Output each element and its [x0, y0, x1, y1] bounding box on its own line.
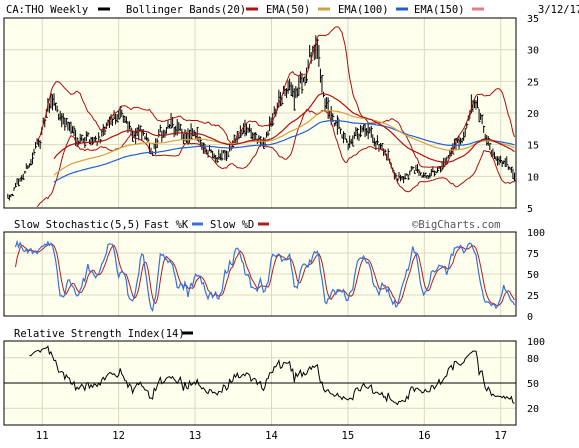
- stochastic-fast-label: Fast %K: [144, 219, 189, 231]
- rsi-panel-frame: [3, 340, 517, 426]
- rsi-tick-label: 80: [527, 354, 539, 365]
- stochastic-fast-line: [14, 239, 516, 313]
- ema-100-line: [53, 109, 515, 176]
- price-tick-label: 15: [527, 141, 539, 152]
- x-tick-label: 15: [342, 430, 355, 442]
- legend-ema150-label: EMA(150): [414, 4, 465, 16]
- stochastic-tick-label: 25: [527, 291, 539, 302]
- x-tick-label: 12: [112, 430, 125, 442]
- stochastic-legend: Slow Stochastic(5,5) Fast %K Slow %D ©Bi…: [14, 219, 501, 231]
- stochastic-slow-line: [15, 243, 515, 307]
- x-tick-label: 16: [418, 430, 431, 442]
- bollinger-lower-line: [36, 108, 515, 208]
- rsi-line: [29, 345, 515, 406]
- bollinger-upper-line: [36, 26, 515, 168]
- stochastic-tick-label: 50: [527, 270, 539, 281]
- ema-150-line: [53, 119, 515, 183]
- stochastic-panel-frame: [3, 231, 517, 317]
- rsi-tick-label: 100: [527, 337, 545, 348]
- x-tick-label: 11: [36, 430, 49, 442]
- legend-ema50-label: EMA(50): [266, 4, 310, 16]
- price-tick-label: 5: [527, 204, 533, 215]
- legend-bollinger-label: Bollinger Bands(20): [126, 4, 246, 16]
- rsi-title: Relative Strength Index(14): [14, 328, 185, 340]
- price-tick-label: 25: [527, 77, 539, 88]
- x-tick-label: 17: [494, 430, 507, 442]
- stochastic-tick-label: 75: [527, 249, 539, 260]
- price-tick-label: 35: [527, 14, 539, 25]
- stochastic-slow-label: Slow %D: [210, 219, 254, 231]
- stochastic-tick-label: 0: [527, 312, 533, 323]
- rsi-legend: Relative Strength Index(14): [14, 328, 193, 340]
- price-tick-label: 30: [527, 46, 539, 57]
- stochastic-tick-label: 100: [527, 228, 545, 239]
- legend-ema100-label: EMA(100): [338, 4, 389, 16]
- rsi-tick-label: 50: [527, 379, 539, 390]
- axis-labels: 5 10 15 20 25 30 35 0 25 50 75 100 20 50 80 100 11 12 13 14…: [36, 14, 545, 442]
- rsi-layer: [4, 345, 516, 406]
- stochastic-title: Slow Stochastic(5,5): [14, 219, 140, 231]
- x-tick-label: 14: [265, 430, 278, 442]
- x-tick-label: 13: [189, 430, 202, 442]
- stochastic-layer: [14, 239, 516, 313]
- price-tick-label: 20: [527, 109, 539, 120]
- price-panel-frame: [3, 17, 517, 209]
- symbol-label: CA:THO Weekly: [6, 4, 88, 16]
- ema-50-line: [53, 92, 515, 164]
- header-legend: CA:THO Weekly Bollinger Bands(20) EMA(50…: [6, 4, 579, 16]
- price-layer: [7, 26, 516, 208]
- price-tick-label: 10: [527, 172, 539, 183]
- rsi-tick-label: 20: [527, 404, 539, 415]
- header-date: 3/12/17: [538, 4, 579, 16]
- watermark: ©BigCharts.com: [412, 219, 501, 231]
